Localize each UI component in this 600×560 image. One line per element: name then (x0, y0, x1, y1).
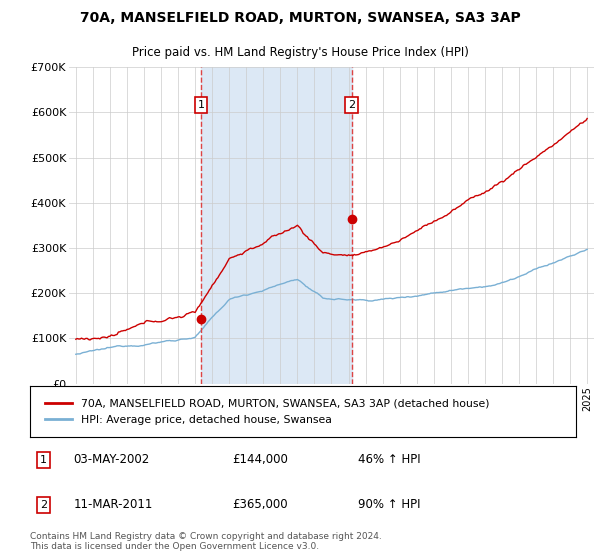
Text: Contains HM Land Registry data © Crown copyright and database right 2024.
This d: Contains HM Land Registry data © Crown c… (30, 532, 382, 552)
Text: 03-MAY-2002: 03-MAY-2002 (74, 453, 150, 466)
Legend: 70A, MANSELFIELD ROAD, MURTON, SWANSEA, SA3 3AP (detached house), HPI: Average p: 70A, MANSELFIELD ROAD, MURTON, SWANSEA, … (41, 394, 494, 429)
Text: 46% ↑ HPI: 46% ↑ HPI (358, 453, 420, 466)
Text: 1: 1 (197, 100, 205, 110)
Text: 70A, MANSELFIELD ROAD, MURTON, SWANSEA, SA3 3AP: 70A, MANSELFIELD ROAD, MURTON, SWANSEA, … (80, 11, 520, 25)
Text: £365,000: £365,000 (232, 498, 287, 511)
Text: 2: 2 (348, 100, 355, 110)
Text: 2: 2 (40, 500, 47, 510)
Text: £144,000: £144,000 (232, 453, 288, 466)
Text: Price paid vs. HM Land Registry's House Price Index (HPI): Price paid vs. HM Land Registry's House … (131, 46, 469, 59)
Text: 90% ↑ HPI: 90% ↑ HPI (358, 498, 420, 511)
Text: 1: 1 (40, 455, 47, 465)
Bar (201, 67, 352, 384)
Text: 11-MAR-2011: 11-MAR-2011 (74, 498, 153, 511)
